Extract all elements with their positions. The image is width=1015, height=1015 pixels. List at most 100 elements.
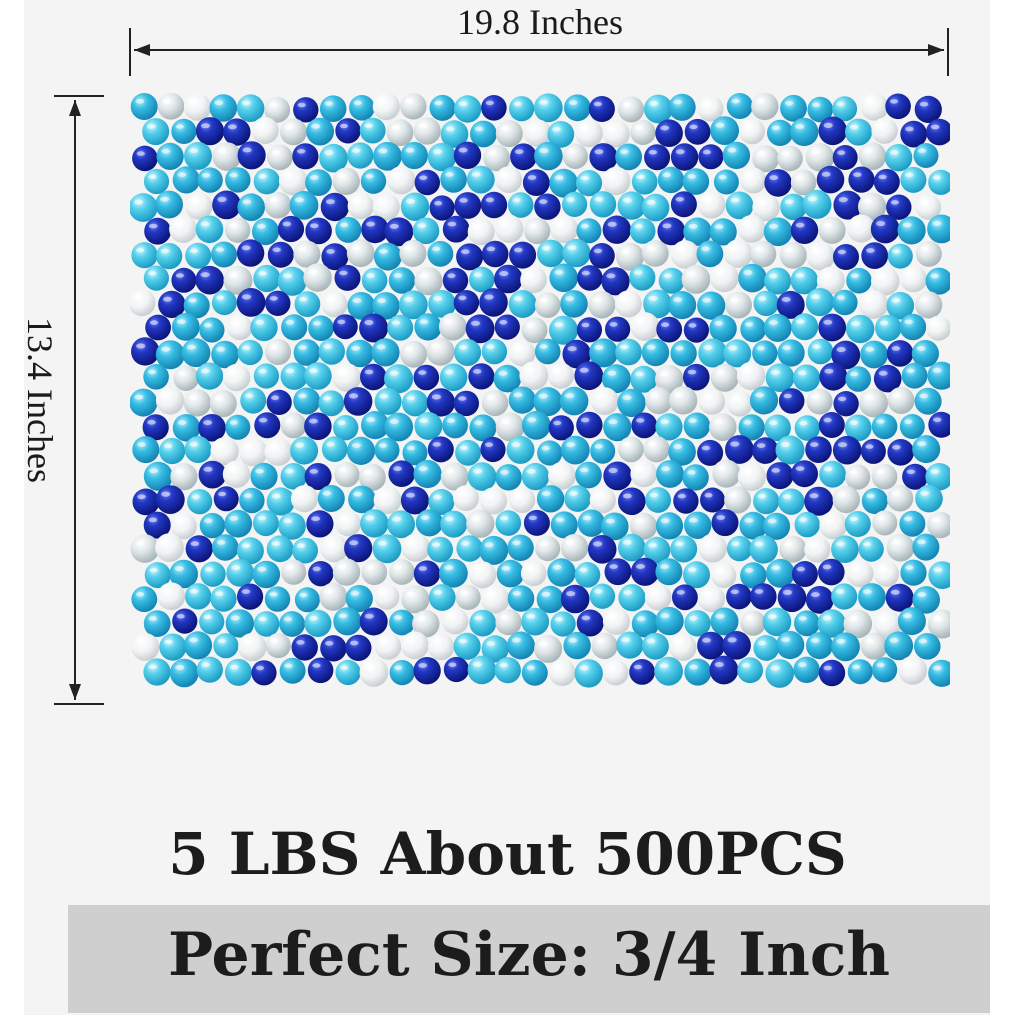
bead-highlight — [353, 100, 362, 106]
bead-highlight — [781, 637, 791, 643]
bead-highlight — [269, 296, 278, 301]
bead-highlight — [567, 245, 577, 251]
glass-bead — [294, 587, 320, 613]
bead-highlight — [714, 320, 724, 326]
glass-bead — [521, 607, 550, 636]
bead-highlight — [513, 345, 523, 351]
bead-highlight — [178, 371, 187, 376]
bead-highlight — [836, 638, 846, 644]
glass-bead — [912, 533, 940, 561]
bead-highlight — [850, 371, 859, 377]
glass-bead — [199, 512, 226, 539]
bead-highlight — [418, 370, 427, 375]
glass-bead — [130, 388, 158, 417]
glass-bead — [562, 191, 588, 217]
bead-highlight — [231, 565, 241, 571]
glass-bead — [280, 362, 308, 390]
bead-highlight — [311, 123, 321, 129]
glass-bead — [833, 244, 859, 270]
bead-highlight — [484, 294, 494, 300]
bead-highlight — [594, 344, 604, 350]
bead-highlight — [822, 615, 832, 621]
glass-bead — [468, 363, 495, 390]
bead-highlight — [488, 150, 497, 156]
bead-highlight — [272, 247, 281, 253]
glass-bead — [603, 413, 632, 442]
glass-bead — [343, 387, 373, 416]
bead-highlight — [461, 249, 470, 255]
bead-highlight — [863, 198, 873, 204]
bead-highlight — [876, 220, 886, 227]
bead-highlight — [419, 175, 428, 180]
bead-highlight — [703, 591, 712, 597]
glass-bead — [832, 289, 858, 316]
bead-highlight — [771, 468, 780, 473]
glass-bead — [818, 412, 845, 438]
bead-highlight — [686, 271, 696, 277]
bead-highlight — [838, 197, 848, 203]
bead-highlight — [528, 515, 537, 521]
bead-highlight — [917, 592, 927, 598]
bead-highlight — [379, 393, 389, 399]
bead-highlight — [378, 492, 388, 498]
glass-bead — [928, 659, 950, 687]
bead-highlight — [500, 614, 509, 620]
glass-bead — [346, 339, 374, 368]
bead-highlight — [177, 172, 187, 178]
bead-highlight — [648, 441, 657, 447]
glass-bead — [225, 167, 251, 193]
glass-bead — [875, 314, 902, 342]
glass-bead — [155, 485, 185, 514]
bead-highlight — [471, 516, 481, 521]
bead-highlight — [312, 663, 321, 668]
glass-bead — [669, 386, 698, 415]
glass-bead — [308, 561, 334, 587]
bead-highlight — [714, 661, 724, 668]
glass-bead — [479, 535, 509, 565]
bead-highlight — [227, 369, 237, 375]
bead-highlight — [337, 420, 346, 426]
bead-highlight — [890, 589, 900, 595]
glass-bead — [630, 460, 658, 488]
bead-highlight — [258, 616, 267, 622]
glass-bead — [872, 657, 898, 683]
bead-highlight — [795, 466, 805, 471]
glass-bead — [549, 659, 576, 686]
glass-bead — [521, 317, 548, 344]
bead-highlight — [688, 323, 697, 328]
glass-bead — [143, 658, 171, 686]
glass-bead — [465, 314, 495, 344]
bead-highlight — [513, 492, 523, 498]
bead-highlight — [541, 445, 550, 451]
bead-highlight — [500, 221, 510, 226]
bead-highlight — [889, 637, 899, 643]
glass-bead — [495, 120, 523, 148]
glass-bead — [442, 215, 470, 243]
bead-highlight — [161, 148, 171, 154]
bead-highlight — [902, 613, 912, 619]
glass-bead — [846, 560, 874, 588]
glass-bead — [534, 634, 563, 663]
bead-highlight — [349, 540, 359, 546]
glass-bead — [319, 582, 348, 611]
glass-bead — [860, 93, 889, 121]
glass-bead — [196, 656, 223, 683]
bead-highlight — [783, 393, 792, 399]
glass-bead — [346, 239, 375, 268]
glass-bead — [887, 387, 915, 414]
bead-highlight — [636, 564, 645, 569]
glass-bead — [360, 168, 387, 194]
bead-highlight — [149, 567, 158, 573]
glass-bead — [753, 290, 779, 317]
glass-bead — [184, 436, 212, 463]
glass-bead — [819, 362, 848, 391]
bead-highlight — [619, 296, 629, 302]
glass-bead — [589, 243, 615, 269]
glass-bead — [928, 411, 950, 438]
glass-bead — [524, 217, 551, 245]
bead-highlight — [904, 516, 913, 521]
bead-highlight — [484, 493, 494, 499]
bead-highlight — [717, 465, 727, 471]
bead-highlight — [849, 516, 858, 522]
glass-bead — [347, 142, 374, 169]
